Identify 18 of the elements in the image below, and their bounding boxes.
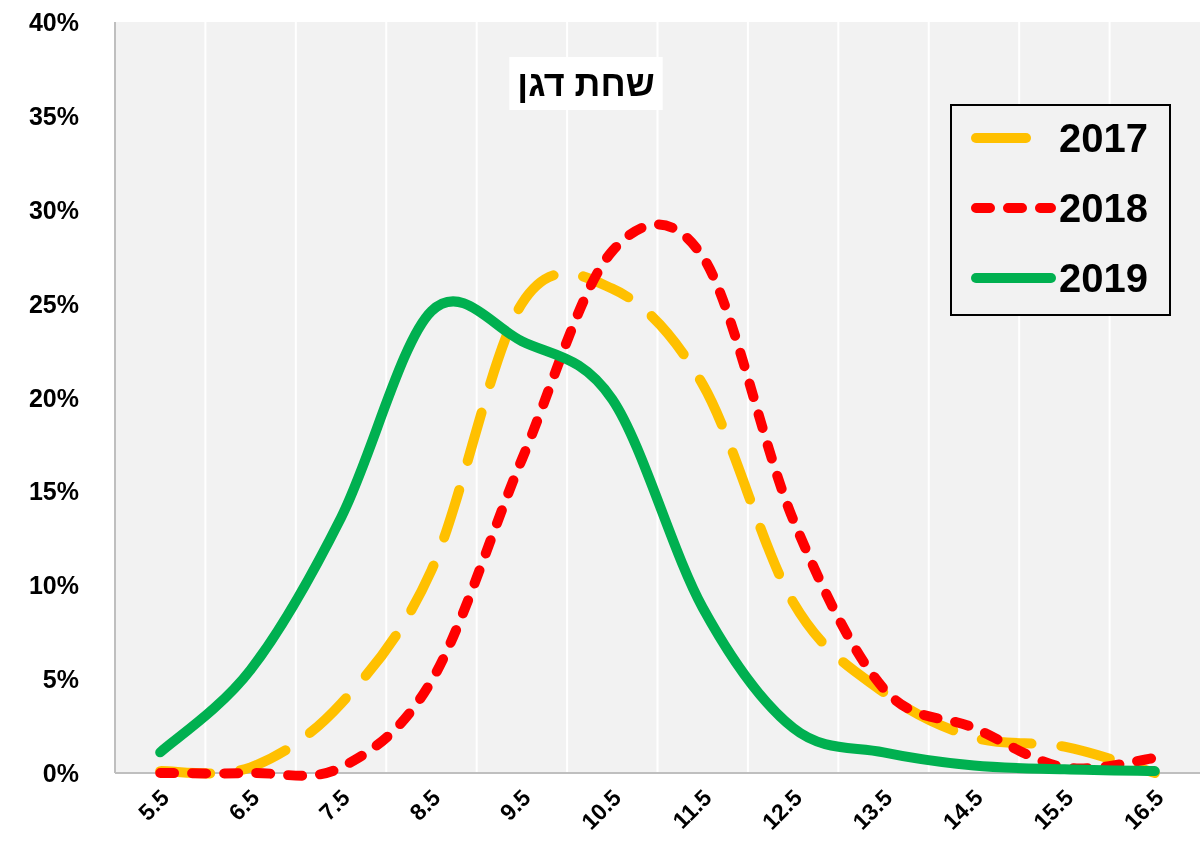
legend-label: 2019 [1059, 256, 1148, 300]
y-tick-label: 20% [28, 383, 79, 412]
y-tick-label: 15% [28, 477, 79, 506]
x-tick-label: 9.5 [494, 784, 536, 826]
y-tick-label: 30% [28, 195, 79, 224]
legend-label: 2018 [1059, 186, 1148, 230]
y-tick-label: 5% [42, 665, 79, 694]
y-tick-label: 35% [28, 101, 79, 130]
y-tick-label: 25% [28, 289, 79, 318]
x-tick-label: 7.5 [313, 784, 356, 826]
x-tick-label: 8.5 [404, 784, 446, 826]
y-tick-label: 10% [28, 571, 79, 600]
x-tick-label: 5.5 [133, 784, 175, 826]
text: שחת דגן [517, 63, 655, 104]
x-tick-label: 6.5 [223, 784, 265, 826]
y-tick-label: 40% [28, 8, 79, 36]
legend-label: 2017 [1059, 116, 1148, 160]
y-tick-label: 0% [42, 759, 79, 787]
